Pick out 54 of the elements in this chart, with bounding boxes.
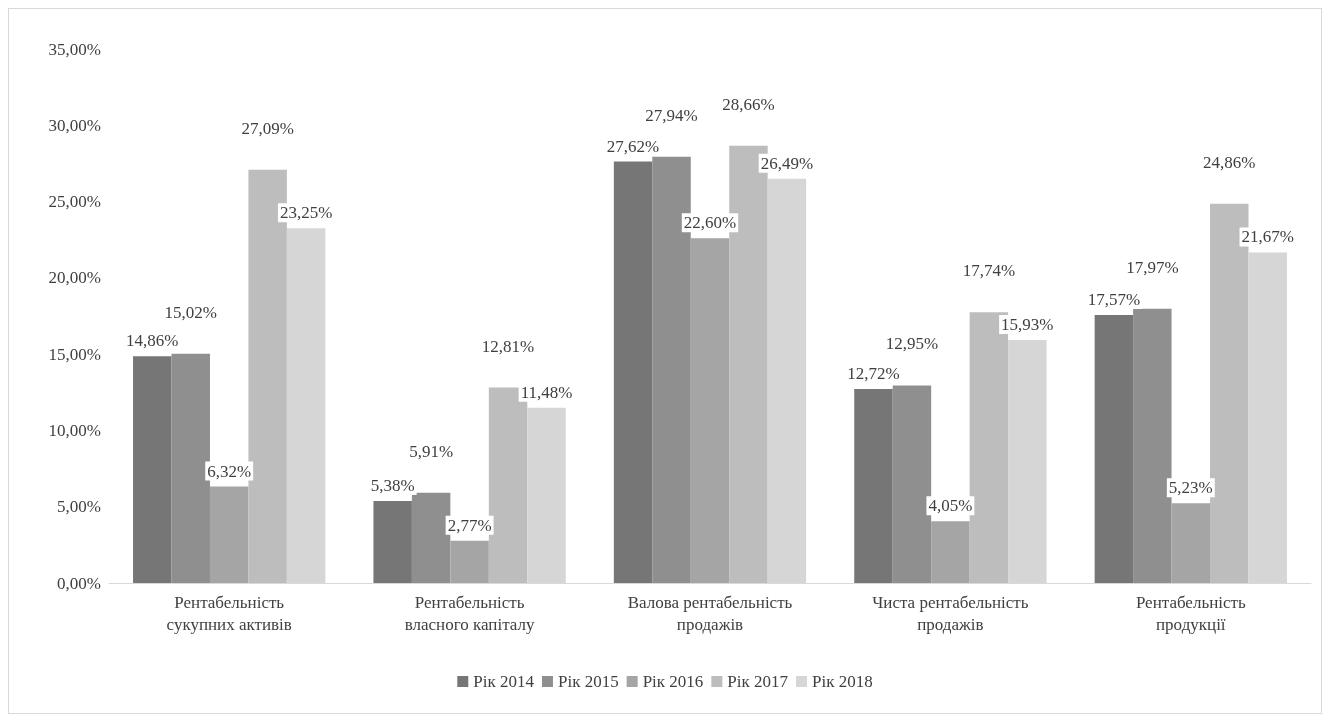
data-label: 27,09%: [241, 118, 294, 138]
y-tick-label: 5,00%: [57, 497, 101, 517]
data-label: 27,94%: [645, 105, 698, 125]
legend-label: Рік 2018: [812, 672, 873, 691]
bar: [171, 353, 210, 583]
bar: [133, 356, 172, 583]
x-tick-label: Рентабельність власного капіталу: [404, 592, 535, 634]
y-tick-label: 35,00%: [48, 39, 101, 59]
legend-label: Рік 2016: [642, 672, 704, 691]
y-tick-label: 10,00%: [48, 420, 101, 440]
data-label: 12,72%: [847, 363, 900, 383]
data-label: 24,86%: [1203, 152, 1256, 172]
data-label: 15,93%: [1001, 314, 1054, 334]
bar: [854, 388, 893, 583]
x-tick-label: Рентабельність сукупних активів: [166, 592, 292, 634]
legend-label: Рік 2015: [557, 672, 619, 691]
bar: [1094, 314, 1134, 583]
data-label: 28,66%: [722, 94, 775, 114]
data-label: 4,05%: [928, 496, 973, 516]
y-tick-label: 20,00%: [48, 268, 101, 288]
data-label: 12,95%: [885, 334, 939, 354]
data-label: 15,02%: [164, 302, 217, 322]
data-label: 17,74%: [962, 261, 1016, 281]
data-label: 5,91%: [409, 441, 454, 461]
data-label: 23,25%: [279, 203, 333, 223]
bar: [690, 238, 730, 583]
legend-label: Рік 2014: [473, 672, 535, 691]
data-label: 6,32%: [207, 461, 252, 481]
data-label: 11,48%: [520, 382, 573, 402]
bar: [613, 161, 653, 583]
data-label: 12,81%: [481, 336, 535, 356]
data-label: 26,49%: [760, 153, 814, 173]
legend-label: Рік 2017: [727, 672, 789, 691]
y-tick-label: 25,00%: [48, 192, 101, 212]
x-tick-label: Рентабельність продукції: [1135, 592, 1246, 634]
data-label: 14,86%: [126, 331, 179, 351]
y-tick-label: 15,00%: [48, 344, 101, 364]
x-tick-label: Валова рентабельність продажів: [627, 592, 793, 634]
y-tick-label: 0,00%: [57, 573, 101, 593]
data-label: 21,67%: [1241, 227, 1294, 247]
data-label: 22,60%: [683, 213, 737, 233]
bar: [1171, 503, 1211, 583]
data-label: 2,77%: [447, 515, 492, 535]
x-tick-label: Чиста рентабельність продажів: [872, 592, 1029, 634]
bar: [931, 521, 970, 583]
bar: [450, 540, 489, 583]
bar: [373, 500, 412, 583]
bar: [209, 486, 249, 583]
data-label: 17,57%: [1087, 289, 1141, 309]
data-label: 5,38%: [370, 475, 415, 495]
data-label: 5,23%: [1168, 478, 1213, 498]
data-label: 17,97%: [1126, 257, 1179, 277]
y-tick-label: 30,00%: [48, 115, 101, 135]
data-label: 27,62%: [606, 136, 660, 156]
